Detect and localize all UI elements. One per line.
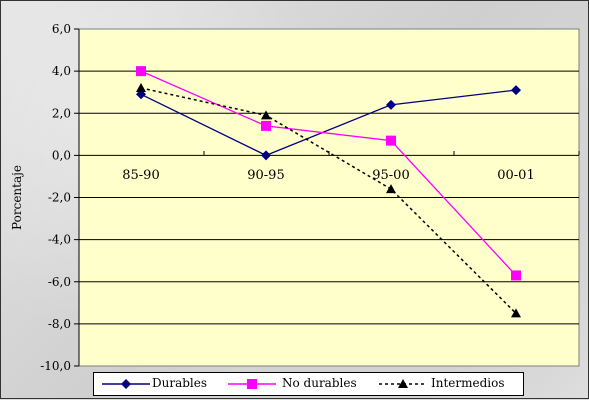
- data-point: [261, 150, 271, 161]
- data-point: [511, 85, 521, 96]
- legend-swatch: [102, 379, 150, 389]
- legend-label: Intermedios: [431, 376, 505, 390]
- legend-marker: [247, 379, 257, 389]
- y-tick-label: -6,0: [48, 275, 71, 289]
- legend-label: No durables: [282, 376, 357, 390]
- series-line-3: [140, 87, 517, 314]
- x-tick-label: 95-00: [372, 168, 409, 183]
- data-point: [261, 120, 271, 131]
- y-tick-label: 4,0: [52, 64, 71, 78]
- x-tick-label: 90-95: [247, 168, 284, 183]
- y-tick-label: 6,0: [52, 22, 71, 36]
- y-tick-label: -10,0: [40, 359, 71, 373]
- data-point: [386, 135, 396, 146]
- series-line-2: [140, 70, 517, 276]
- legend-label: Durables: [152, 376, 208, 390]
- y-tick-label: 0,0: [52, 148, 71, 162]
- y-axis-label: Porcentaje: [10, 165, 24, 230]
- legend-marker: [121, 379, 131, 389]
- data-point: [386, 184, 396, 194]
- x-tick-label: 85-90: [122, 168, 159, 183]
- y-tick-label: -8,0: [48, 317, 71, 331]
- legend-marker: [398, 379, 408, 388]
- data-point: [136, 82, 146, 92]
- y-tick-label: 2,0: [52, 106, 71, 120]
- data-point: [261, 110, 271, 120]
- y-tick-label: -4,0: [48, 233, 71, 247]
- legend-swatch: [379, 379, 427, 388]
- data-point: [511, 270, 521, 281]
- data-point: [136, 66, 146, 77]
- legend-swatch: [228, 379, 276, 389]
- legend: Durables No durables Intermedios: [93, 372, 524, 396]
- series-line-1: [140, 89, 517, 157]
- x-tick-label: 00-01: [497, 168, 534, 183]
- data-point: [386, 99, 396, 110]
- data-point: [511, 308, 521, 318]
- y-tick-label: -2,0: [48, 191, 71, 205]
